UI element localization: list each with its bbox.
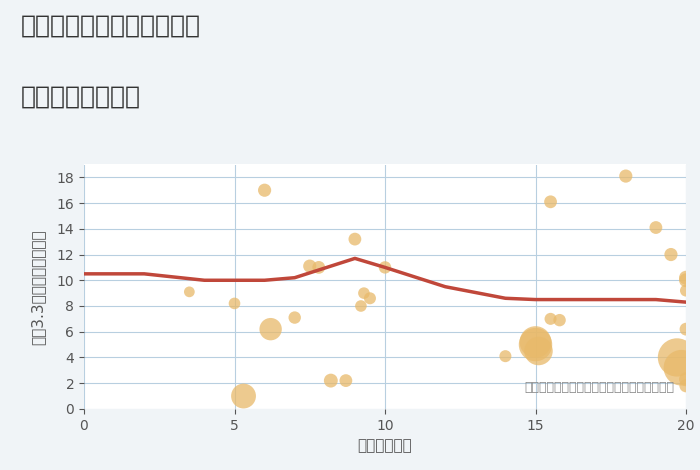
Text: 三重県松阪市飯南町横野の: 三重県松阪市飯南町横野の	[21, 14, 201, 38]
Point	[650, 224, 662, 231]
Text: 駅距離別土地価格: 駅距離別土地価格	[21, 85, 141, 109]
Point	[676, 364, 687, 371]
Point	[620, 172, 631, 180]
Point	[554, 316, 565, 324]
Point	[183, 288, 195, 296]
Y-axis label: 平（3.3㎡）単価（万円）: 平（3.3㎡）単価（万円）	[30, 229, 46, 345]
Point	[289, 314, 300, 321]
Point	[680, 382, 692, 390]
Point	[545, 198, 556, 205]
Point	[238, 392, 249, 400]
Point	[326, 377, 337, 384]
Point	[379, 264, 391, 271]
Point	[530, 338, 541, 346]
Point	[259, 187, 270, 194]
Point	[265, 325, 276, 333]
Point	[680, 287, 692, 294]
Point	[530, 341, 541, 348]
Point	[680, 376, 692, 383]
Point	[671, 354, 682, 361]
Point	[533, 347, 544, 355]
Point	[500, 352, 511, 360]
Point	[545, 315, 556, 322]
Point	[349, 235, 360, 243]
Point	[356, 302, 367, 310]
Point	[340, 377, 351, 384]
Point	[680, 325, 692, 333]
Point	[680, 274, 692, 282]
Text: 円の大きさは、取引のあった物件面積を示す: 円の大きさは、取引のあった物件面積を示す	[524, 381, 674, 394]
Point	[229, 300, 240, 307]
X-axis label: 駅距離（分）: 駅距離（分）	[358, 438, 412, 453]
Point	[680, 276, 692, 284]
Point	[665, 251, 676, 258]
Point	[304, 262, 315, 270]
Point	[364, 295, 375, 302]
Point	[313, 264, 324, 271]
Point	[358, 290, 370, 297]
